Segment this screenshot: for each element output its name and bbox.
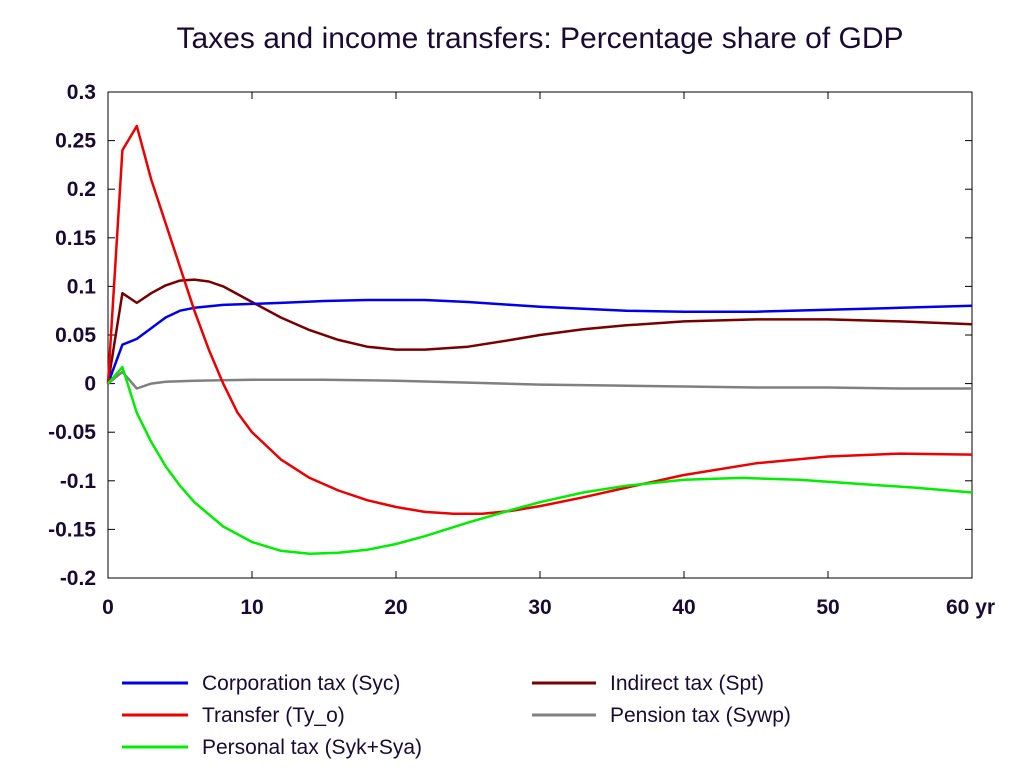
y-tick-label: 0 bbox=[84, 373, 96, 396]
legend-label: Transfer (Ty_o) bbox=[202, 704, 345, 727]
x-tick-label: 40 bbox=[672, 596, 695, 619]
axes: 0.3 0.25 0.2 0.15 0.1 0.05 0 -0.05 -0.1 -0.15 -0.2… bbox=[48, 81, 995, 619]
y-tick-label: 0.05 bbox=[55, 324, 96, 347]
series-line-2 bbox=[106, 124, 973, 516]
x-tick-label: 10 bbox=[240, 596, 263, 619]
y-tick-label: 0.15 bbox=[55, 227, 96, 250]
series-line-0 bbox=[106, 298, 973, 385]
x-tick-label: 60 yr bbox=[946, 596, 995, 619]
series-line-3 bbox=[107, 370, 972, 390]
legend-label: Indirect tax (Spt) bbox=[610, 672, 764, 695]
y-tick-label: 0.25 bbox=[55, 130, 96, 153]
y-tick-label: 0.3 bbox=[67, 81, 96, 104]
x-tick-label: 0 bbox=[102, 596, 114, 619]
x-tick-label: 50 bbox=[816, 596, 839, 619]
series-line-1 bbox=[106, 278, 973, 384]
x-tick-label: 30 bbox=[528, 596, 551, 619]
legend-label: Personal tax (Syk+Sya) bbox=[202, 736, 422, 759]
legend-label: Pension tax (Sywp) bbox=[610, 704, 791, 727]
y-tick-label: 0.2 bbox=[67, 178, 96, 201]
y-tick-label: 0.1 bbox=[67, 275, 97, 298]
legend-label: Corporation tax (Syc) bbox=[202, 672, 400, 695]
y-tick-label: -0.15 bbox=[48, 518, 96, 541]
legend: Corporation tax (Syc) Indirect tax (Spt) T… bbox=[122, 672, 791, 759]
series-layer bbox=[106, 124, 973, 555]
y-tick-label: -0.1 bbox=[60, 470, 97, 493]
y-tick-label: -0.05 bbox=[48, 421, 96, 444]
chart-title: Taxes and income transfers: Percentage s… bbox=[176, 22, 903, 55]
series-line-4 bbox=[107, 365, 973, 555]
y-tick-label: -0.2 bbox=[60, 567, 96, 590]
x-tick-label: 20 bbox=[384, 596, 407, 619]
